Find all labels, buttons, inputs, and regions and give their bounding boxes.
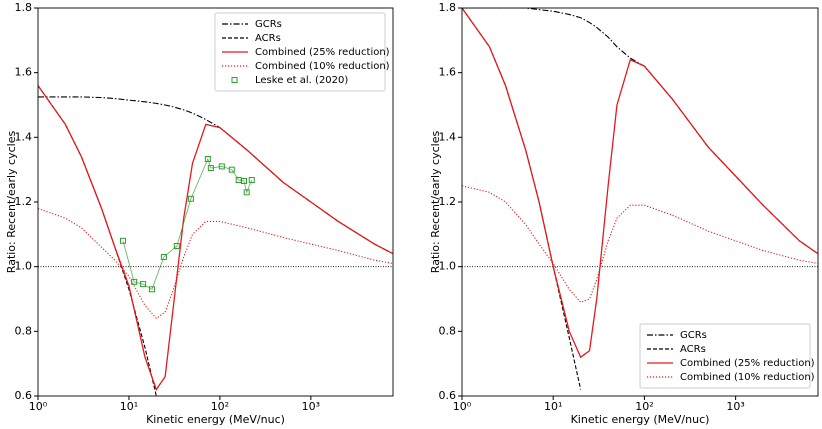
series-line — [38, 85, 393, 391]
x-tick-label: 10¹ — [120, 400, 138, 413]
y-tick-label: 0.6 — [439, 389, 457, 402]
data-point — [148, 286, 155, 293]
legend-label: ACRs — [680, 344, 706, 355]
legend-label: Combined (25% reduction) — [680, 358, 815, 369]
y-tick-label: 1.0 — [15, 260, 33, 273]
panel: 0.6 0.8 1.0 1.2 1.4 1.6 1.8 10⁰ 10¹ 10² 10³ Kinetic… — [5, 1, 394, 426]
y-tick-label: 1.6 — [15, 66, 33, 79]
legend-label: GCRs — [680, 330, 707, 341]
x-tick-label: 10¹ — [544, 400, 562, 413]
y-tick-label: 1.4 — [15, 130, 33, 143]
x-tick-label: 10⁰ — [453, 400, 472, 413]
x-tick-label: 10⁰ — [29, 400, 48, 413]
y-tick-label: 0.6 — [15, 389, 33, 402]
data-point — [218, 163, 225, 170]
data-line — [122, 157, 253, 290]
data-point — [248, 177, 255, 184]
y-tick-label: 1.8 — [439, 1, 457, 14]
legend-label: Combined (10% reduction) — [680, 372, 815, 383]
data-point — [119, 237, 126, 244]
y-tick-label: 1.4 — [439, 130, 457, 143]
data-point — [160, 253, 167, 260]
data-point — [228, 166, 235, 173]
series-line — [462, 8, 818, 255]
legend: GCRs ACRs Combined (25% reduction) Combined… — [214, 12, 390, 92]
x-tick-label: 10² — [635, 400, 653, 413]
series-line — [462, 8, 818, 359]
y-tick-label: 0.8 — [15, 324, 33, 337]
legend-label: ACRs — [255, 33, 281, 44]
legend-label: Combined (10% reduction) — [255, 61, 390, 72]
data-point — [243, 189, 250, 196]
data-point — [240, 177, 247, 184]
x-axis-label: Kinetic energy (MeV/nuc) — [146, 413, 285, 426]
x-tick-label: 10³ — [726, 400, 744, 413]
y-tick-label: 1.6 — [439, 66, 457, 79]
data-point — [131, 278, 138, 285]
x-axis-label: Kinetic energy (MeV/nuc) — [571, 413, 710, 426]
x-tick-label: 10³ — [302, 400, 320, 413]
axes-frame — [461, 7, 819, 397]
legend-box — [214, 12, 386, 92]
data-point — [140, 281, 147, 288]
data-point — [207, 165, 214, 172]
series-line — [462, 8, 582, 390]
x-tick-label: 10² — [211, 400, 229, 413]
legend-label: Leske et al. (2020) — [255, 75, 348, 86]
legend-label: GCRs — [255, 19, 282, 30]
legend-marker — [231, 77, 238, 83]
legend: GCRs ACRs Combined (25% reduction) Combined… — [639, 323, 815, 389]
legend-box — [639, 323, 811, 389]
axes-frame — [37, 7, 394, 397]
series-line — [38, 207, 393, 320]
y-tick-label: 0.8 — [439, 324, 457, 337]
data-point — [173, 242, 180, 249]
y-tick-label: 1.2 — [439, 195, 457, 208]
series-line — [38, 96, 393, 255]
plot-area — [38, 85, 393, 396]
data-point — [187, 195, 194, 202]
legend-label: Combined (25% reduction) — [255, 47, 390, 58]
series-line — [38, 85, 157, 396]
y-tick-label: 1.2 — [15, 195, 33, 208]
y-axis-label: Ratio: Recent/early cycles — [5, 131, 18, 274]
panel: 0.6 0.8 1.0 1.2 1.4 1.6 1.8 10⁰ 10¹ 10² 10³ Kinetic… — [429, 1, 819, 426]
y-axis-label: Ratio: Recent/early cycles — [429, 131, 442, 274]
y-tick-label: 1.8 — [15, 1, 33, 14]
series-line — [462, 185, 818, 303]
y-tick-label: 1.0 — [439, 260, 457, 273]
data-point — [204, 155, 211, 162]
